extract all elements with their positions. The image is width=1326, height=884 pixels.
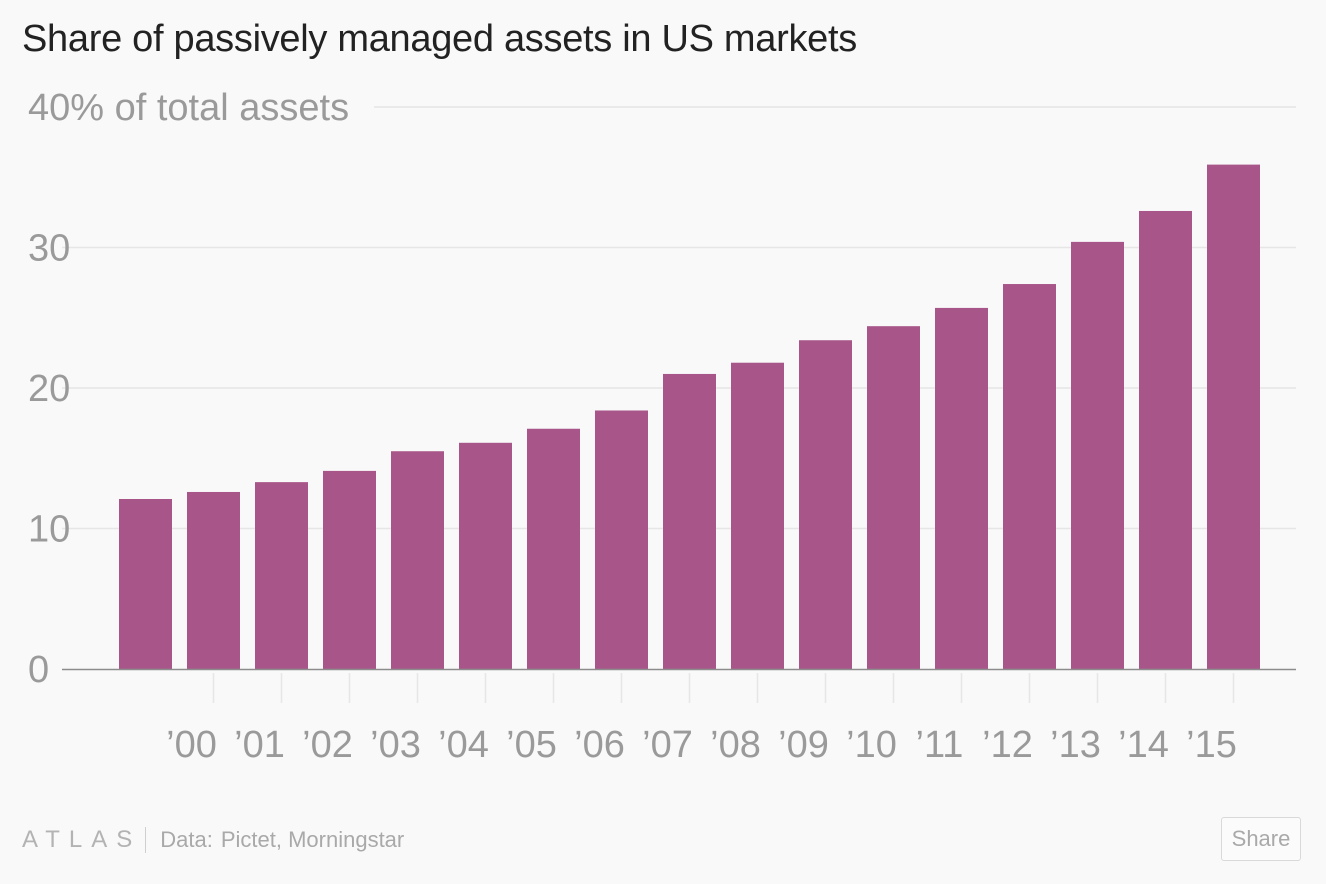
bar-2: [255, 482, 308, 669]
bar-3: [323, 470, 376, 669]
bar-12: [935, 307, 988, 669]
x-tick-label-13: ’12: [982, 724, 1033, 766]
x-tick-label-8: ’07: [642, 724, 693, 766]
bars: [119, 164, 1260, 670]
x-tick-label-16: ’15: [1186, 724, 1237, 766]
bar-8: [663, 373, 716, 669]
x-tick-label-5: ’04: [438, 724, 489, 766]
x-tick-label-15: ’14: [1118, 724, 1169, 766]
x-tick-label-6: ’05: [506, 724, 557, 766]
y-axis: 0 10 20 30 40% of total assets: [28, 87, 349, 691]
x-tick-label-11: ’10: [846, 724, 897, 766]
x-tick-label-10: ’09: [778, 724, 829, 766]
y-tick-label-10: 10: [28, 509, 70, 551]
x-axis: ’00 ’01 ’02 ’03 ’04 ’05 ’06 ’07 ’08 ’09 ’10 ’11 ’12 ’…: [62, 668, 1296, 766]
y-tick-label-40: 40% of total assets: [28, 87, 349, 129]
y-tick-label-20: 20: [28, 368, 70, 410]
footer-divider: [145, 827, 147, 853]
share-button[interactable]: Share: [1221, 817, 1301, 861]
y-tick-label-0: 0: [28, 649, 49, 691]
bar-11: [867, 326, 920, 669]
bar-1: [187, 491, 240, 669]
bar-9: [731, 362, 784, 669]
x-tick-label-14: ’13: [1050, 724, 1101, 766]
x-tick-label-7: ’06: [574, 724, 625, 766]
atlas-logo[interactable]: ATLAS: [22, 826, 142, 853]
bar-7: [595, 410, 648, 669]
source-label: Data:: [160, 827, 213, 852]
bar-14: [1071, 241, 1124, 669]
x-tick-label-9: ’08: [710, 724, 761, 766]
bar-10: [799, 340, 852, 669]
footer: ATLAS Data: Pictet, Morningstar: [22, 826, 404, 854]
bar-4: [391, 451, 444, 669]
x-tick-label-12: ’11: [916, 724, 964, 766]
bar-6: [527, 428, 580, 669]
bar-16: [1207, 164, 1260, 670]
source-text: Pictet, Morningstar: [220, 827, 405, 852]
x-tick-label-2: ’01: [234, 724, 285, 766]
bar-15: [1139, 210, 1192, 669]
chart-title: Share of passively managed assets in US …: [22, 18, 857, 60]
bar-0: [119, 498, 172, 669]
y-tick-label-30: 30: [28, 228, 70, 270]
x-tick-label-4: ’03: [370, 724, 421, 766]
bar-5: [459, 442, 512, 669]
bar-13: [1003, 284, 1056, 669]
x-tick-label-3: ’02: [302, 724, 353, 766]
x-tick-label-1: ’00: [166, 724, 217, 766]
